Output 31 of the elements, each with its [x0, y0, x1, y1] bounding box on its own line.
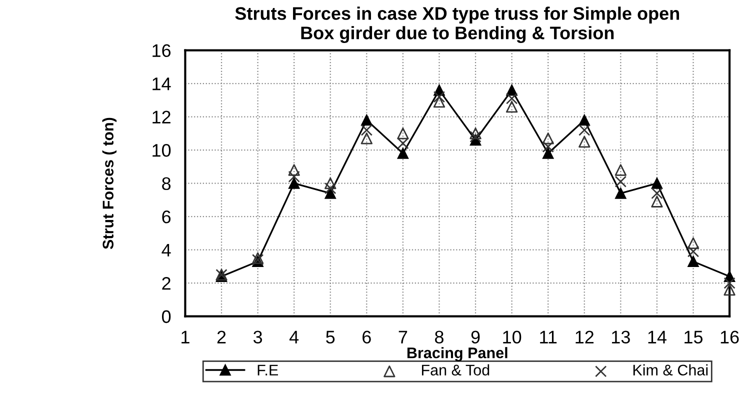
x-tick-label: 2: [217, 330, 226, 344]
x-tick-label: 9: [471, 330, 480, 344]
x-tick-label: 1: [182, 330, 190, 344]
legend-label: Kim & Chai: [633, 364, 708, 376]
x-tick-label: 6: [362, 330, 371, 344]
x-tick-label: 3: [253, 330, 262, 344]
x-tick-label: 12: [576, 330, 594, 344]
y-tick-label: 12: [152, 110, 170, 124]
y-tick-label: 8: [162, 177, 171, 190]
y-tick-label: 0: [162, 310, 171, 324]
x-tick-label: 10: [503, 330, 522, 344]
chart-title: Struts Forces in case XD type truss for Simple open Box girder due to Bending & Torsion: [235, 6, 680, 43]
legend-label: F.E: [258, 364, 278, 376]
y-tick-label: 4: [162, 244, 171, 256]
x-tick-label: 15: [684, 330, 703, 344]
y-tick-label: 14: [152, 78, 171, 90]
y-tick-label: 6: [162, 210, 171, 224]
x-axis-title: Bracing Panel: [407, 347, 508, 362]
x-tick-label: 14: [648, 330, 666, 344]
x-tick-label: 16: [720, 330, 739, 344]
x-tick-label: 5: [326, 330, 335, 344]
y-tick-label: 10: [152, 144, 171, 157]
x-tick-label: 13: [612, 330, 630, 344]
y-tick-label: 2: [162, 277, 170, 290]
x-tick-label: 11: [540, 330, 557, 344]
legend-label: Fan & Tod: [422, 364, 490, 376]
x-tick-label: 8: [435, 330, 444, 344]
x-tick-label: 4: [289, 330, 299, 344]
x-tick-label: 7: [398, 330, 408, 344]
y-tick-label: 16: [152, 44, 171, 57]
y-axis-title: Strut Forces ( ton): [102, 118, 117, 250]
